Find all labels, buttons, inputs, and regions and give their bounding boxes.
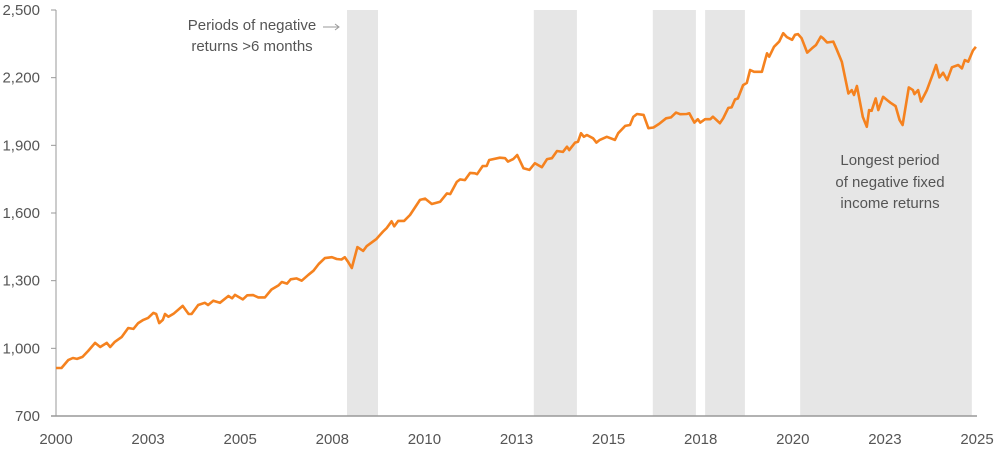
annotation-line: returns >6 months [191,38,312,55]
annotation-line: of negative fixed [835,174,944,191]
y-tick-label: 1,000 [2,340,40,357]
y-tick-label: 2,500 [2,2,40,19]
x-tick-label: 2023 [868,431,901,448]
shaded-period [347,10,378,416]
arrow-right-icon [323,23,340,31]
series-line [56,31,977,370]
x-tick-label: 2013 [500,431,533,448]
x-tick-label: 2010 [408,431,441,448]
x-tick-label: 2005 [224,431,257,448]
shaded-period [652,10,696,416]
x-tick-label: 2020 [776,431,809,448]
annotation-line: income returns [840,195,939,212]
shaded-period [705,10,745,416]
annotation-line: Longest period [840,152,939,169]
x-tick-label: 2018 [684,431,717,448]
x-tick-label: 2008 [316,431,349,448]
x-tick-label: 2015 [592,431,625,448]
x-tick-label: 2025 [960,431,993,448]
shaded-periods [347,10,972,416]
y-tick-label: 1,600 [2,205,40,222]
y-axis-ticks: 700 1,000 1,300 1,600 1,900 2,200 2,500 [2,2,56,425]
y-tick-label: 1,900 [2,137,40,154]
x-tick-label: 2000 [39,431,72,448]
annotation-negative-periods: Periods of negative returns >6 months [188,17,340,55]
x-axis-ticks: 2000 2003 2005 2008 2010 2013 2015 2018 2020 2023… [39,431,993,448]
annotation-line: Periods of negative [188,17,316,34]
x-tick-label: 2003 [131,431,164,448]
y-tick-label: 2,200 [2,70,40,87]
annotation-longest-period: Longest period of negative fixed income … [835,152,944,212]
shaded-period [533,10,577,416]
y-tick-label: 700 [15,408,40,425]
shaded-period [800,10,972,416]
y-tick-label: 1,300 [2,273,40,290]
